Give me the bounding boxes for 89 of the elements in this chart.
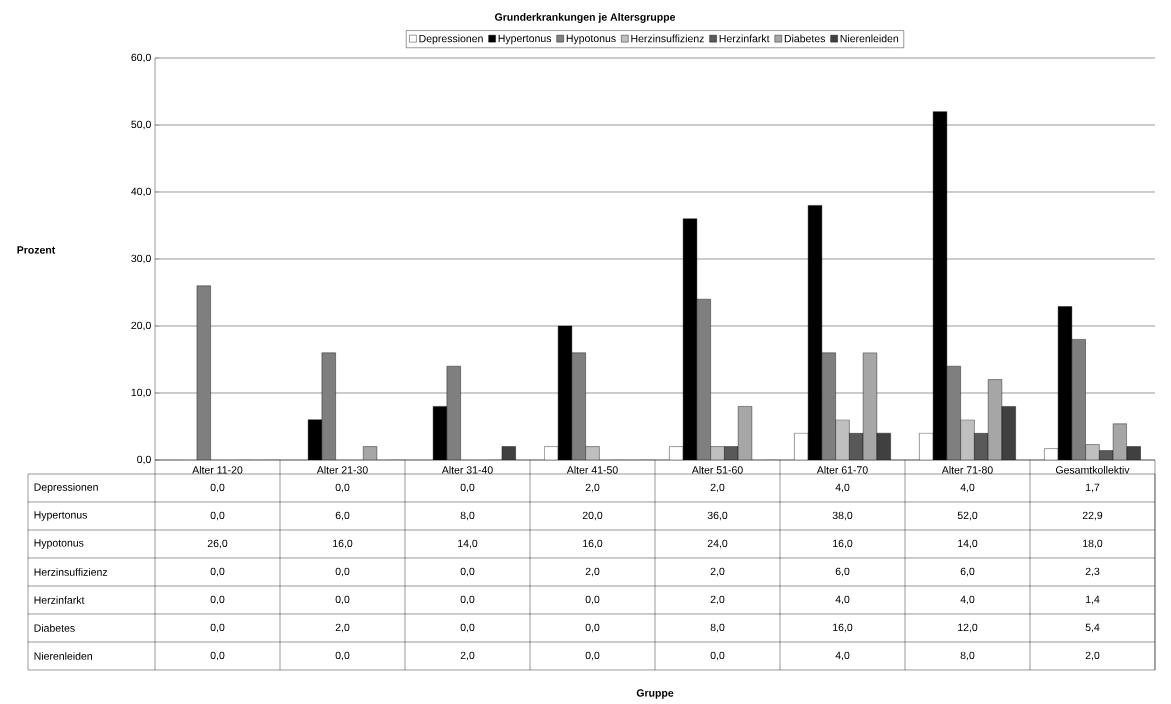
x-tick-label: Gesamtkollektiv [1055,465,1130,474]
legend-label: Nierenleiden [840,34,899,43]
data-label: 2,0 [585,483,600,493]
y-tick-label: 20,0 [131,321,151,331]
text: Gruppe [636,689,674,699]
data-label: 0,0 [585,623,600,633]
data-label: 0,0 [335,651,350,661]
data-label: 38,0 [832,511,853,521]
text: Hypertonus [34,511,88,521]
data-label: 0,0 [460,595,475,605]
x-tick-label: Alter 31-40 [441,465,493,474]
data-label: 1,7 [1086,483,1100,493]
data-label: 2,0 [710,567,725,577]
data-label: 18,0 [1083,539,1103,549]
data-label: 0,0 [460,483,475,493]
y-tick-label: 50,0 [131,120,151,130]
data-label: 12,0 [958,623,978,633]
data-label: 0,0 [210,595,225,605]
data-label: 2,0 [710,595,725,605]
data-label: 2,0 [1085,651,1100,661]
data-label: 0,0 [585,651,600,661]
data-label: 4,0 [960,483,975,493]
data-label: 4,0 [835,483,850,493]
data-label: 0,0 [460,623,475,633]
data-label: 2,3 [1085,567,1100,577]
legend-label: Diabetes [784,34,826,43]
y-tick-label: 40,0 [131,187,151,197]
data-label: 16,0 [833,623,853,633]
data-label: 0,0 [585,595,600,605]
data-label: 26,0 [207,539,228,549]
data-label: 8,0 [710,623,725,633]
text: Herzinfarkt [34,596,85,604]
data-label: 2,0 [585,567,600,577]
text: Nierenleiden [34,652,92,660]
text: Herzinsuffizienz [34,568,108,576]
data-label: 0,0 [210,567,225,577]
y-tick-label: 60,0 [131,53,151,63]
text: Prozent [17,246,56,254]
data-label: 0,0 [210,623,225,633]
text: Diabetes [34,624,75,632]
data-label: 6,0 [335,511,350,521]
data-label: 2,0 [710,483,725,493]
x-tick-label: Alter 41-50 [566,465,618,474]
data-label: 6,0 [835,567,850,577]
data-label: 5,4 [1085,623,1100,633]
data-label: 22,9 [1082,511,1103,521]
x-tick-label: Alter 71-80 [941,465,993,474]
x-tick-label: Alter 51-60 [691,465,743,474]
text: Depressionen [34,483,98,493]
y-tick-label: 10,0 [131,388,151,398]
x-tick-label: Alter 21-30 [316,465,368,474]
legend-label: Hypotonus [566,34,616,45]
data-label: 4,0 [835,595,850,605]
data-label: 0,0 [210,483,225,493]
data-label: 0,0 [710,651,725,661]
text: Hypotonus [34,539,84,549]
legend-label: Herzinsuffizienz [631,34,704,43]
data-label: 8,0 [460,511,475,521]
chart-title: Grunderkrankungen je Altersgruppe [494,13,676,23]
data-label: 8,0 [960,651,975,661]
data-label: 1,4 [1086,595,1100,605]
data-label: 4,0 [960,595,975,605]
x-tick-label: Alter 11-20 [192,465,243,474]
data-label: 2,0 [460,651,475,661]
data-label: 4,0 [835,651,850,661]
data-label: 0,0 [335,595,350,605]
data-label: 24,0 [707,539,728,549]
legend-label: Herzinfarkt [719,34,770,43]
y-tick-label: 30,0 [131,254,151,264]
legend-label: Hypertonus [498,34,552,45]
data-label: 36,0 [707,511,728,521]
data-label: 14,0 [458,539,478,549]
data-label: 0,0 [210,511,225,521]
bar [196,285,211,460]
data-label: 0,0 [460,567,475,577]
data-label: 16,0 [583,539,603,549]
data-label: 6,0 [960,567,975,577]
data-label: 0,0 [210,651,225,661]
legend-label: Depressionen [419,34,483,45]
data-label: 0,0 [335,483,350,493]
data-label: 14,0 [958,539,978,549]
data-label: 0,0 [335,567,350,577]
data-label: 2,0 [335,623,350,633]
data-label: 20,0 [582,511,603,521]
data-label: 52,0 [957,511,978,521]
y-tick-label: 0,0 [137,455,151,465]
data-label: 16,0 [333,539,353,549]
data-label: 16,0 [833,539,853,549]
x-tick-label: Alter 61-70 [816,465,868,474]
